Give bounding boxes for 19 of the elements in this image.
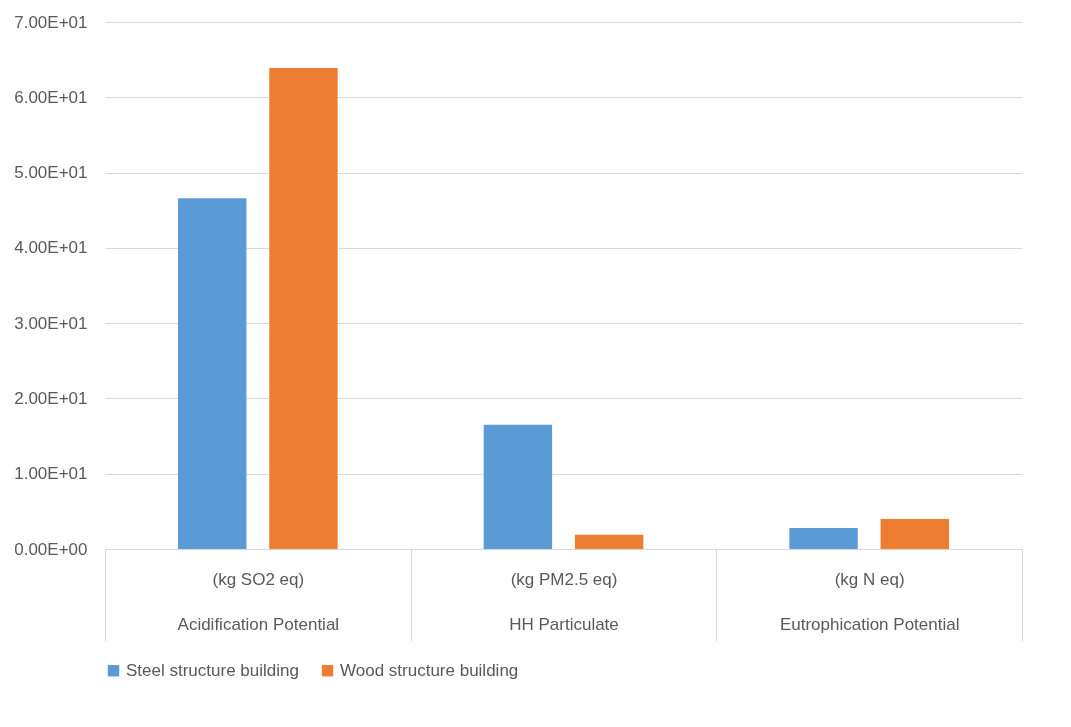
bar <box>574 534 644 549</box>
y-tick-label: 3.00E+01 <box>14 313 88 333</box>
bar <box>178 198 247 549</box>
y-tick-label: 5.00E+01 <box>14 163 88 183</box>
y-tick-label: 0.00E+00 <box>14 539 88 559</box>
y-tick-label: 7.00E+01 <box>14 12 88 32</box>
legend-label: Wood structure building <box>340 660 519 680</box>
bar <box>269 67 338 549</box>
y-tick-label: 2.00E+01 <box>14 388 88 408</box>
category-label: (kg SO2 eq) Acidification Potential <box>177 569 340 634</box>
legend-label: Steel structure building <box>126 660 299 680</box>
bar <box>880 518 949 549</box>
y-tick-label: 6.00E+01 <box>14 87 88 107</box>
y-tick-label: 4.00E+01 <box>14 238 88 258</box>
category-label: (kg N eq) Eutrophication Potential <box>779 569 960 634</box>
category-label: (kg PM2.5 eq) HH Particulate <box>509 569 619 634</box>
bar <box>789 527 858 549</box>
bar <box>483 424 553 549</box>
y-tick-label: 1.00E+01 <box>14 464 88 484</box>
